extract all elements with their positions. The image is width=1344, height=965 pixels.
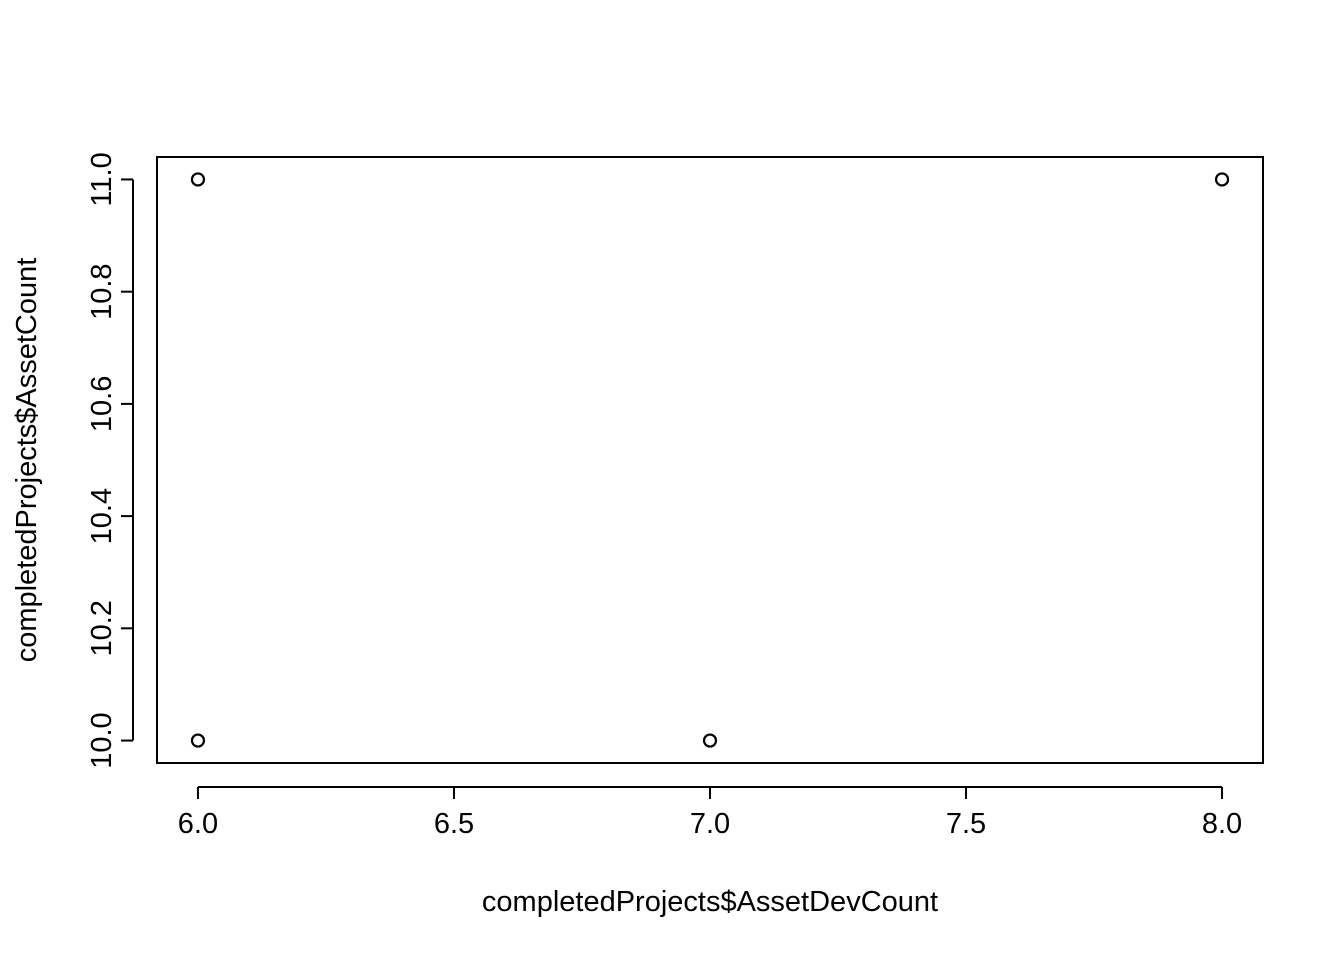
x-tick-label: 7.0 bbox=[690, 808, 730, 840]
x-axis-title: completedProjects$AssetDevCount bbox=[482, 886, 938, 918]
y-tick-label: 10.0 bbox=[86, 712, 118, 768]
data-point bbox=[702, 733, 718, 748]
y-tick-label: 10.8 bbox=[86, 263, 118, 319]
x-tick-label: 6.5 bbox=[434, 808, 474, 840]
y-tick-label: 10.2 bbox=[86, 600, 118, 656]
y-tick-label: 10.4 bbox=[86, 488, 118, 544]
x-axis: 6.0 6.5 7.0 7.5 8.0 bbox=[178, 786, 1242, 840]
data-point bbox=[190, 172, 206, 187]
y-axis: 10.0 10.2 10.4 10.6 10.8 11.0 bbox=[86, 152, 134, 769]
x-tick-label: 7.5 bbox=[946, 808, 986, 840]
data-point bbox=[190, 733, 206, 748]
data-points bbox=[190, 172, 1230, 748]
y-tick-label: 10.6 bbox=[86, 376, 118, 432]
x-tick-label: 6.0 bbox=[178, 808, 218, 840]
x-tick-label: 8.0 bbox=[1202, 808, 1242, 840]
plot-box bbox=[156, 156, 1264, 764]
y-tick-label: 11.0 bbox=[86, 152, 118, 206]
y-axis-title: completedProjects$AssetCount bbox=[11, 258, 43, 663]
data-point bbox=[1214, 172, 1230, 187]
